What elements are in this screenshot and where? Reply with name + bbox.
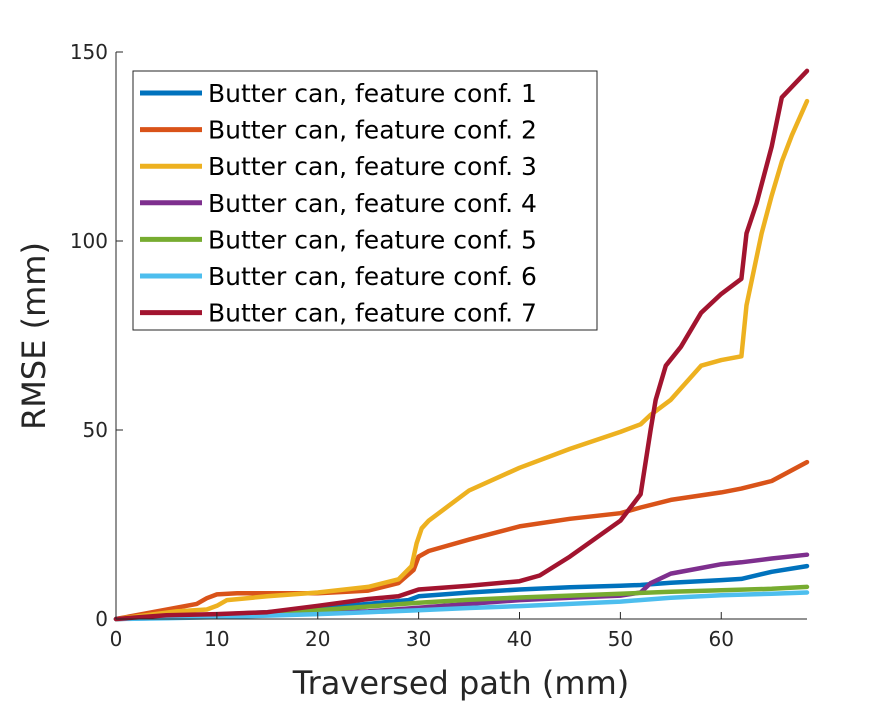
x-tick-label: 10 bbox=[204, 627, 229, 651]
y-ticks: 0 50 100 150 bbox=[70, 40, 123, 631]
legend-label-conf-2: Butter can, feature conf. 2 bbox=[208, 116, 537, 145]
x-tick-label: 40 bbox=[507, 627, 532, 651]
x-axis-title: Traversed path (mm) bbox=[292, 664, 629, 702]
series-line-conf-2 bbox=[113, 459, 810, 622]
y-tick-label: 0 bbox=[95, 607, 108, 631]
x-tick-label: 30 bbox=[406, 627, 431, 651]
x-tick-label: 20 bbox=[305, 627, 330, 651]
x-tick-label: 60 bbox=[709, 627, 734, 651]
series-line-conf-3 bbox=[113, 98, 810, 622]
legend-label-conf-7: Butter can, feature conf. 7 bbox=[208, 299, 537, 328]
plot-lines bbox=[113, 68, 810, 622]
x-tick-label: 0 bbox=[110, 627, 123, 651]
x-ticks: 0 10 20 30 40 50 60 bbox=[110, 612, 734, 651]
series-line-conf-6 bbox=[113, 590, 810, 622]
legend-label-conf-6: Butter can, feature conf. 6 bbox=[208, 262, 537, 291]
y-axis-title: RMSE (mm) bbox=[15, 242, 53, 430]
x-tick-label: 50 bbox=[608, 627, 633, 651]
legend: Butter can, feature conf. 1 Butter can, f… bbox=[132, 70, 598, 331]
legend-label-conf-4: Butter can, feature conf. 4 bbox=[208, 189, 537, 218]
legend-label-conf-3: Butter can, feature conf. 3 bbox=[208, 152, 537, 181]
legend-label-conf-1: Butter can, feature conf. 1 bbox=[208, 79, 537, 108]
legend-label-conf-5: Butter can, feature conf. 5 bbox=[208, 225, 537, 254]
legend-box bbox=[132, 70, 598, 331]
y-tick-label: 100 bbox=[70, 229, 108, 253]
y-tick-label: 150 bbox=[70, 40, 108, 64]
series-line-conf-7 bbox=[113, 68, 810, 622]
y-tick-label: 50 bbox=[83, 418, 108, 442]
